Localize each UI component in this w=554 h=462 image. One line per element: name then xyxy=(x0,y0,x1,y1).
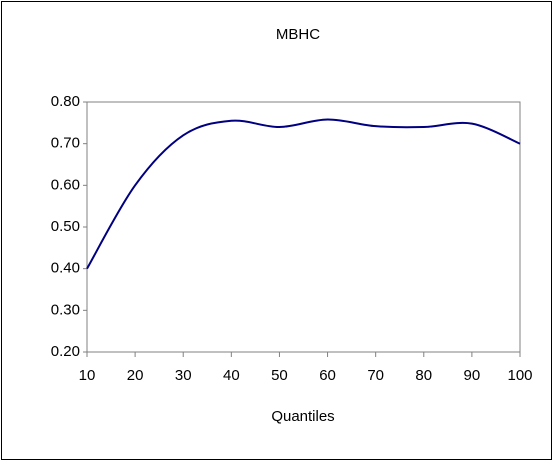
x-tick-label: 100 xyxy=(507,367,532,384)
x-tick-label: 40 xyxy=(223,367,240,384)
plot-area xyxy=(86,101,521,353)
x-tick-label: 90 xyxy=(464,367,481,384)
y-tick-label: 0.40 xyxy=(51,260,80,277)
y-tick-label: 0.70 xyxy=(51,135,80,152)
y-tick-label: 0.30 xyxy=(51,301,80,318)
x-tick-label: 70 xyxy=(367,367,384,384)
x-tick-label: 50 xyxy=(271,367,288,384)
y-tick-label: 0.80 xyxy=(51,93,80,110)
x-tick-label: 20 xyxy=(127,367,144,384)
chart-title: MBHC xyxy=(276,26,320,43)
data-line xyxy=(86,118,521,270)
x-axis-label: Quantiles xyxy=(271,408,334,425)
x-tick-label: 30 xyxy=(175,367,192,384)
y-tick-label: 0.50 xyxy=(51,218,80,235)
y-tick-label: 0.60 xyxy=(51,176,80,193)
y-tick-label: 0.20 xyxy=(51,343,80,360)
x-tick-label: 80 xyxy=(415,367,432,384)
x-tick-label: 10 xyxy=(79,367,96,384)
x-tick-label: 60 xyxy=(319,367,336,384)
